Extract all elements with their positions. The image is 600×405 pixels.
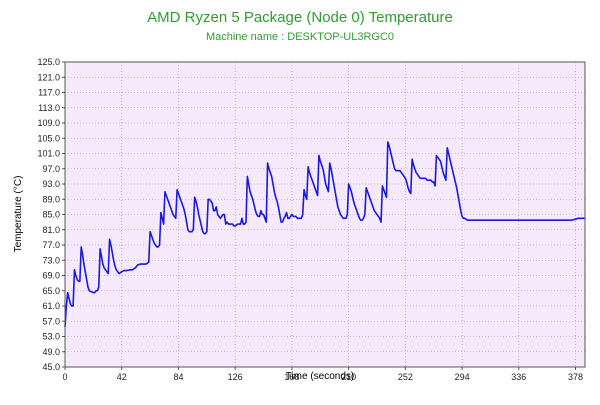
y-tick-label: 105.0 — [37, 133, 60, 143]
y-tick-label: 81.0 — [42, 225, 60, 235]
chart-subtitle: Machine name : DESKTOP-UL3RGC0 — [206, 31, 394, 43]
x-tick-label: 210 — [341, 372, 356, 382]
x-tick-label: 336 — [511, 372, 526, 382]
y-tick-label: 45.0 — [42, 362, 60, 372]
chart-title: AMD Ryzen 5 Package (Node 0) Temperature — [147, 9, 453, 26]
x-tick-label: 378 — [568, 372, 583, 382]
y-tick-label: 117.0 — [38, 88, 60, 98]
y-tick-label: 85.0 — [42, 210, 60, 220]
y-tick-label: 89.0 — [42, 194, 60, 204]
x-axis-ticks: 0 42 84 126 168 210 252 294 336 378 — [62, 367, 583, 382]
y-tick-label: 77.0 — [42, 240, 60, 250]
x-tick-label: 168 — [284, 372, 299, 382]
y-tick-label: 69.0 — [42, 271, 60, 281]
y-tick-label: 53.0 — [42, 332, 60, 342]
y-tick-label: 65.0 — [42, 286, 60, 296]
y-tick-label: 49.0 — [42, 347, 60, 357]
series-line — [64, 141, 585, 328]
y-tick-label: 93.0 — [42, 179, 60, 189]
x-tick-label: 126 — [228, 372, 243, 382]
x-tick-label: 84 — [173, 372, 183, 382]
y-tick-label: 57.0 — [42, 316, 60, 326]
y-tick-label: 113.0 — [38, 103, 60, 113]
plot-border — [64, 61, 586, 368]
x-tick-label: 42 — [117, 372, 127, 382]
y-tick-label: 97.0 — [42, 164, 60, 174]
x-axis-label: Time (seconds) — [286, 371, 355, 382]
y-tick-label: 125.0 — [37, 57, 60, 67]
y-tick-label: 61.0 — [42, 301, 60, 311]
x-tick-label: 294 — [455, 372, 470, 382]
y-tick-label: 73.0 — [42, 255, 60, 265]
x-tick-label: 0 — [62, 372, 67, 382]
y-tick-label: 101.0 — [37, 149, 60, 159]
y-axis-ticks: 45.0 49.0 53.0 57.0 61.0 65.0 69.0 73.0 77.0 81.0… — [37, 57, 65, 372]
y-axis-label: Temperature (°C) — [13, 176, 24, 253]
x-tick-label: 252 — [398, 372, 413, 382]
plot-area — [65, 62, 585, 367]
y-tick-label: 121.0 — [37, 72, 60, 82]
y-tick-label: 109.0 — [37, 118, 60, 128]
